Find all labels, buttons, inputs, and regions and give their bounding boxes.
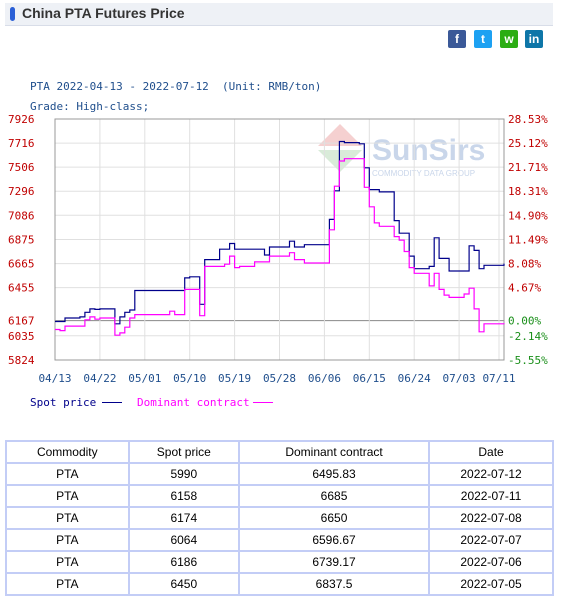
facebook-icon[interactable]: f: [448, 30, 466, 48]
table-cell: 2022-07-07: [428, 528, 554, 552]
x-tick-label: 05/19: [218, 372, 251, 385]
watermark-brand: SunSirs: [372, 134, 485, 167]
y-right-tick-label: 8.08%: [508, 258, 541, 271]
table-row: PTA 5990 6495.83 2022-07-12: [5, 462, 554, 486]
table-cell: PTA: [5, 572, 130, 596]
table-cell: 6596.67: [237, 528, 431, 552]
table-row: PTA 6064 6596.67 2022-07-07: [5, 528, 554, 552]
y-right-tick-label: 21.71%: [508, 161, 548, 174]
x-tick-label: 07/03: [443, 372, 476, 385]
x-tick-label: 04/22: [83, 372, 116, 385]
table-cell: 6495.83: [237, 462, 431, 486]
y-right-tick-label: 4.67%: [508, 282, 541, 295]
y-left-tick-label: 5824: [8, 354, 35, 367]
table-cell: 2022-07-06: [428, 550, 554, 574]
y-left-tick-label: 6665: [8, 258, 35, 271]
y-left-tick-label: 6875: [8, 234, 35, 247]
watermark-tagline: COMMODITY DATA GROUP: [372, 169, 475, 178]
y-left-tick-label: 6167: [8, 315, 35, 328]
x-tick-label: 04/13: [38, 372, 71, 385]
x-tick-label: 07/11: [482, 372, 515, 385]
series-line-dominant-contract: [55, 158, 505, 336]
x-tick-label: 05/28: [263, 372, 296, 385]
table-cell: 5990: [127, 462, 240, 486]
table-row: PTA 6158 6685 2022-07-11: [5, 484, 554, 508]
table-row: PTA 6174 6650 2022-07-08: [5, 506, 554, 530]
price-table: Commodity Spot price Dominant contract D…: [5, 440, 554, 596]
y-right-tick-label: 25.12%: [508, 137, 548, 150]
page-title: China PTA Futures Price: [22, 5, 185, 21]
y-left-tick-label: 6455: [8, 282, 35, 295]
y-right-tick-label: 14.90%: [508, 209, 548, 222]
table-cell: PTA: [5, 462, 130, 486]
table-header-row: Commodity Spot price Dominant contract D…: [5, 440, 554, 464]
y-left-tick-label: 7086: [8, 209, 35, 222]
table-cell: 6064: [127, 528, 240, 552]
wechat-icon[interactable]: w: [500, 30, 518, 48]
plot-frame: [54, 118, 505, 361]
table-cell: 2022-07-08: [428, 506, 554, 530]
legend-contract-line: [253, 402, 273, 403]
header-date: Date: [428, 440, 554, 464]
table-cell: PTA: [5, 550, 130, 574]
y-right-tick-label: 28.53%: [508, 113, 548, 126]
table-cell: PTA: [5, 484, 130, 508]
table-cell: 6174: [127, 506, 240, 530]
header-commodity: Commodity: [5, 440, 130, 464]
table-cell: 6739.17: [237, 550, 431, 574]
linkedin-icon[interactable]: in: [525, 30, 543, 48]
table-cell: 6650: [237, 506, 431, 530]
table-cell: 6837.5: [237, 572, 431, 596]
x-tick-label: 06/15: [353, 372, 386, 385]
chart-subtitle: Grade: High-class;: [30, 100, 150, 113]
y-right-tick-label: -2.14%: [508, 330, 548, 343]
y-left-tick-label: 7926: [8, 113, 35, 126]
x-tick-label: 06/06: [308, 372, 341, 385]
y-left-tick-label: 7716: [8, 137, 35, 150]
legend-spot-label: Spot price: [30, 396, 97, 409]
header-dominant-contract: Dominant contract: [237, 440, 431, 464]
table-cell: 2022-07-11: [428, 484, 554, 508]
header-accent-bar: [10, 7, 15, 21]
table-cell: 6450: [127, 572, 240, 596]
table-cell: 2022-07-12: [428, 462, 554, 486]
x-tick-label: 05/10: [173, 372, 206, 385]
table-cell: 6186: [127, 550, 240, 574]
table-cell: 2022-07-05: [428, 572, 554, 596]
table-cell: 6685: [237, 484, 431, 508]
y-left-tick-label: 7506: [8, 161, 35, 174]
y-left-tick-label: 7296: [8, 185, 35, 198]
table-row: PTA 6450 6837.5 2022-07-05: [5, 572, 554, 596]
price-chart: SunSirs COMMODITY DATA GROUP 7926 28.53% 771…: [8, 113, 548, 385]
twitter-icon[interactable]: t: [474, 30, 492, 48]
table-cell: PTA: [5, 528, 130, 552]
table-row: PTA 6186 6739.17 2022-07-06: [5, 550, 554, 574]
y-right-tick-label: -5.55%: [508, 354, 548, 367]
table-cell: 6158: [127, 484, 240, 508]
chart-title: PTA 2022-04-13 - 2022-07-12 (Unit: RMB/t…: [30, 80, 322, 93]
y-right-tick-label: 11.49%: [508, 234, 548, 247]
page-header: China PTA Futures Price: [5, 3, 553, 26]
x-tick-label: 06/24: [398, 372, 431, 385]
series-line-spot-price: [55, 140, 505, 325]
table-cell: PTA: [5, 506, 130, 530]
watermark-logo-top: [318, 124, 362, 146]
header-spot-price: Spot price: [127, 440, 240, 464]
x-tick-label: 05/01: [128, 372, 161, 385]
legend-contract-label: Dominant contract: [137, 396, 250, 409]
y-right-tick-label: 18.31%: [508, 185, 548, 198]
legend-spot-line: [102, 402, 122, 403]
y-left-tick-label: 6035: [8, 330, 35, 343]
y-right-tick-label: 0.00%: [508, 315, 541, 328]
